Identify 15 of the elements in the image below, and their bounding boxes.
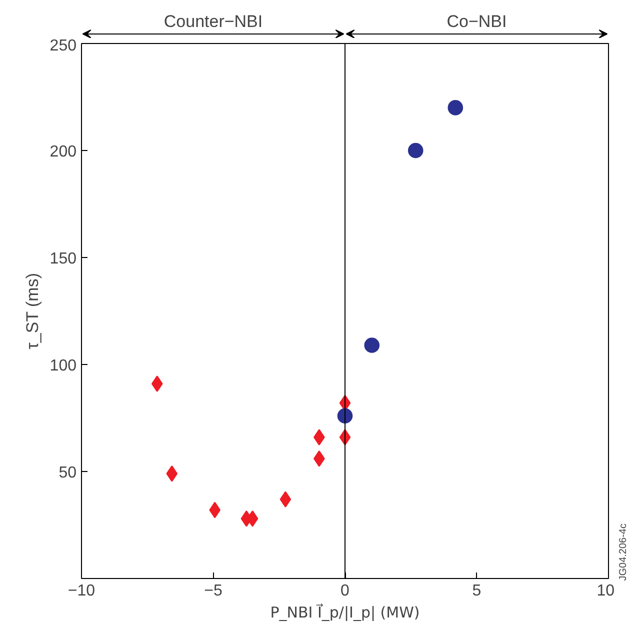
text: Counter−NBI (164, 12, 263, 31)
x-tick-label: 5 (472, 582, 482, 600)
y-tick-label: 250 (50, 38, 77, 54)
y-axis-title: τ_ST (ms) (22, 273, 42, 350)
text: Co−NBI (446, 12, 507, 31)
x-tick-label: 0 (340, 582, 350, 600)
x-tick-label: −5 (204, 582, 222, 600)
x-tick-label: −10 (68, 582, 96, 600)
y-tick-label: 150 (50, 250, 77, 268)
y-tick-label: 100 (50, 358, 77, 374)
x-axis-title: P_NBI I⃗_p/|I_p| (MW) (270, 602, 420, 622)
text: JG04.206-4c (618, 524, 629, 581)
y-tick-label: 200 (50, 144, 77, 160)
y-tick-label: 50 (58, 464, 77, 482)
x-tick-label: 10 (596, 582, 615, 600)
